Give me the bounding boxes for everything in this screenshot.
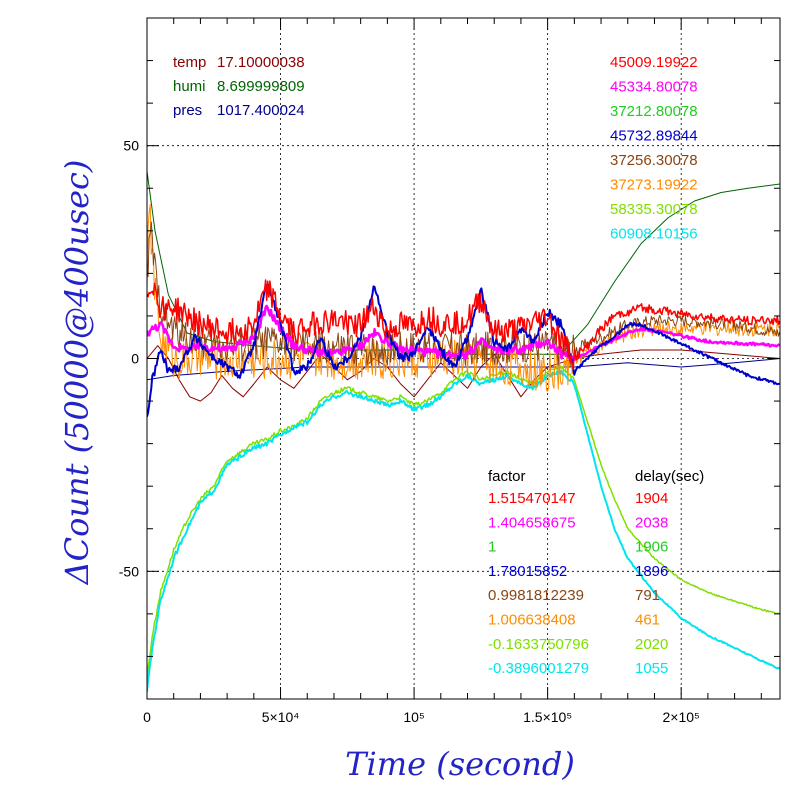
factor-delay-legend: factor delay(sec) 1.515470147 1904 1.40465… [488, 468, 704, 677]
factor-value: 1.006638408 [488, 612, 576, 629]
env-value: 8.699999809 [217, 78, 305, 95]
series-line [147, 279, 780, 370]
channel-value: 45009.19922 [610, 54, 698, 71]
env-label: pres [173, 102, 202, 119]
env-value: 1017.400024 [217, 102, 305, 119]
axis-ticks [146, 17, 780, 700]
delay-value: 1055 [635, 660, 668, 677]
x-tick-label: 10⁵ [403, 709, 424, 725]
delay-value: 1896 [635, 563, 668, 580]
x-tick-label: 2×10⁵ [663, 709, 700, 725]
tick-labels: 0 5×10⁴ 10⁵ 1.5×10⁵ 2×10⁵ 50 0 -50 [119, 138, 700, 725]
x-tick-label: 0 [143, 709, 151, 725]
env-label: humi [173, 78, 206, 95]
y-tick-label: -50 [119, 563, 139, 579]
channel-value: 58335.30078 [610, 201, 698, 218]
delay-value: 2020 [635, 636, 668, 653]
channel-value: 45732.89844 [610, 128, 698, 145]
series-line [147, 304, 780, 363]
delay-value: 1906 [635, 539, 668, 556]
delay-value: 791 [635, 587, 660, 604]
delay-value: 1904 [635, 490, 668, 507]
factor-value: -0.3896001279 [488, 660, 589, 677]
y-axis-title: ΔCount (50000@400usec) [58, 160, 96, 587]
delay-value: 2038 [635, 514, 668, 531]
channel-value: 45334.80078 [610, 79, 698, 96]
factor-value: 0.9981812239 [488, 587, 584, 604]
factor-header: factor [488, 468, 526, 485]
factor-value: 1.78015852 [488, 563, 567, 580]
delay-header: delay(sec) [635, 468, 704, 485]
channel-value: 37273.19922 [610, 177, 698, 194]
series-line [147, 203, 780, 392]
series-line [147, 358, 780, 381]
x-tick-label: 5×10⁴ [262, 709, 300, 725]
y-tick-label: 0 [131, 351, 139, 367]
x-axis-title: Time (second) [345, 745, 575, 783]
factor-value: 1.404658675 [488, 514, 576, 531]
x-tick-label: 1.5×10⁵ [523, 709, 572, 725]
series-layer [147, 171, 780, 692]
env-value: 17.10000038 [217, 54, 305, 71]
environment-legend: temp 17.10000038 humi 8.699999809 pres 1017.4… [173, 54, 305, 119]
series-line [147, 365, 780, 679]
delay-value: 461 [635, 612, 660, 629]
channel-value-legend: 45009.19922 45334.80078 37212.80078 45732.8… [610, 54, 698, 243]
series-line [147, 283, 780, 417]
series-line [147, 369, 780, 692]
factor-value: -0.1633750796 [488, 636, 589, 653]
channel-value: 60908.10156 [610, 226, 698, 243]
y-tick-label: 50 [123, 138, 139, 154]
factor-value: 1.515470147 [488, 490, 576, 507]
factor-value: 1 [488, 539, 496, 556]
channel-value: 37256.30078 [610, 152, 698, 169]
channel-value: 37212.80078 [610, 103, 698, 120]
env-label: temp [173, 54, 206, 71]
